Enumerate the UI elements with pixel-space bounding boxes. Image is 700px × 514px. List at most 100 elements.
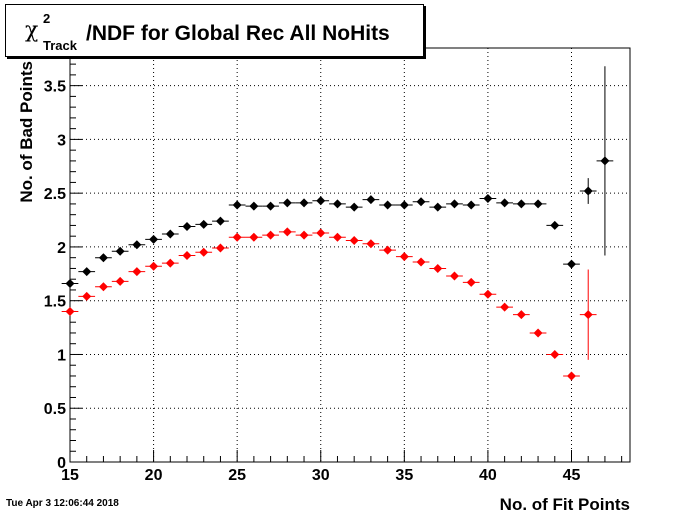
data-point xyxy=(95,282,112,292)
x-tick-label: 30 xyxy=(312,467,330,484)
point-marker xyxy=(82,267,92,277)
point-marker xyxy=(249,201,259,211)
point-marker xyxy=(165,258,175,268)
point-marker xyxy=(500,198,510,208)
point-marker xyxy=(232,232,242,242)
data-point xyxy=(145,261,162,271)
point-marker xyxy=(449,271,459,281)
y-tick-label: 1.5 xyxy=(44,294,66,311)
data-point xyxy=(228,232,246,242)
data-point xyxy=(61,306,79,316)
point-marker xyxy=(566,259,576,269)
point-marker xyxy=(332,232,342,242)
data-point xyxy=(312,196,330,206)
y-tick-label: 2.5 xyxy=(44,186,66,203)
data-point xyxy=(262,230,279,240)
data-point xyxy=(278,227,296,237)
point-marker xyxy=(349,202,359,212)
data-point xyxy=(379,245,396,255)
point-marker xyxy=(82,291,92,301)
point-marker xyxy=(65,278,75,288)
point-marker xyxy=(550,220,560,230)
timestamp: Tue Apr 3 12:06:44 2018 xyxy=(6,498,119,509)
point-marker xyxy=(600,156,610,166)
point-marker xyxy=(65,306,75,316)
point-marker xyxy=(98,282,108,292)
point-marker xyxy=(399,252,409,262)
chart-title: /NDF for Global Rec All NoHits xyxy=(86,22,390,45)
y-tick-label: 3.5 xyxy=(44,79,66,96)
data-point xyxy=(529,328,547,338)
point-marker xyxy=(416,257,426,267)
data-point xyxy=(195,219,213,229)
point-marker xyxy=(583,310,593,320)
x-axis-label: No. of Fit Points xyxy=(500,495,630,514)
data-point xyxy=(462,277,480,287)
point-marker xyxy=(316,228,326,238)
data-point xyxy=(128,240,146,250)
point-marker xyxy=(215,243,225,253)
point-marker xyxy=(299,198,309,208)
point-marker xyxy=(466,277,476,287)
point-marker xyxy=(232,200,242,210)
x-tick-label: 35 xyxy=(395,467,413,484)
data-point xyxy=(546,220,564,230)
data-point xyxy=(78,291,96,301)
data-point xyxy=(395,252,413,262)
point-marker xyxy=(182,222,192,232)
y-axis-label: No. of Bad Points xyxy=(17,61,36,203)
point-marker xyxy=(566,371,576,381)
point-marker xyxy=(149,234,159,244)
chart-title-box: χ 2 Track /NDF for Global Rec All NoHits xyxy=(5,4,424,57)
data-point xyxy=(161,229,179,239)
data-point xyxy=(295,230,313,240)
point-marker xyxy=(199,247,209,257)
grid xyxy=(70,48,630,462)
point-marker xyxy=(466,200,476,210)
data-point xyxy=(245,232,263,242)
data-point xyxy=(412,257,430,267)
data-point xyxy=(429,263,447,273)
data-point xyxy=(345,235,363,245)
data-point xyxy=(145,234,162,244)
data-point xyxy=(362,195,380,205)
point-marker xyxy=(266,230,276,240)
point-marker xyxy=(449,199,459,209)
point-marker xyxy=(483,194,493,204)
x-tick-label: 40 xyxy=(479,467,497,484)
data-point xyxy=(446,271,463,281)
point-marker xyxy=(383,245,393,255)
data-point xyxy=(312,228,330,238)
data-point xyxy=(195,247,213,257)
data-point xyxy=(95,253,112,263)
data-point xyxy=(496,198,513,208)
y-tick-label: 2 xyxy=(57,240,66,257)
point-marker xyxy=(349,235,359,245)
y-tick-label: 1 xyxy=(57,347,66,364)
x-tick-label: 25 xyxy=(228,467,246,484)
data-point xyxy=(462,200,480,210)
data-point xyxy=(596,66,614,256)
point-marker xyxy=(199,219,209,229)
data-point xyxy=(212,243,229,253)
point-marker xyxy=(533,328,543,338)
data-point xyxy=(212,216,229,226)
point-marker xyxy=(550,349,560,359)
point-marker xyxy=(165,229,175,239)
x-tick-label: 45 xyxy=(563,467,581,484)
point-marker xyxy=(182,251,192,261)
point-marker xyxy=(115,276,125,286)
point-marker xyxy=(583,186,593,196)
data-point xyxy=(512,199,530,209)
data-point xyxy=(245,201,263,211)
title-chi-symbol: χ xyxy=(25,18,39,43)
point-marker xyxy=(299,230,309,240)
data-point xyxy=(329,199,346,209)
point-marker xyxy=(433,263,443,273)
data-point xyxy=(446,199,463,209)
point-marker xyxy=(115,246,125,256)
data-point xyxy=(512,310,530,320)
data-point xyxy=(111,246,129,256)
data-point xyxy=(178,222,196,232)
point-marker xyxy=(149,261,159,271)
